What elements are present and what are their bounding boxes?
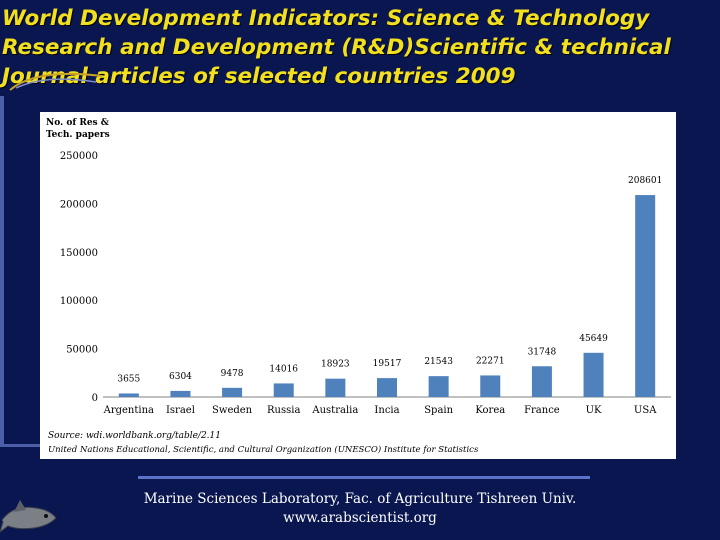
bar — [222, 387, 243, 397]
bar-value-label: 9478 — [221, 369, 244, 379]
bar-value-label: 22271 — [476, 356, 505, 366]
title-accent-icon — [9, 72, 103, 91]
bar — [273, 383, 294, 397]
bar — [170, 390, 191, 397]
bar — [635, 195, 656, 397]
category-label: Argentina — [103, 405, 154, 416]
y-tick-label: 50000 — [66, 345, 98, 356]
y-tick-label: 0 — [92, 393, 98, 404]
y-axis-title-line-1: No. of Res & — [46, 118, 109, 128]
bar — [377, 378, 397, 397]
bar-value-label: 45649 — [579, 334, 608, 344]
footer: Marine Sciences Laboratory, Fac. of Agri… — [0, 490, 720, 528]
bar — [118, 393, 139, 397]
y-tick-label: 200000 — [60, 199, 98, 210]
bar — [531, 366, 552, 397]
side-decor-rule — [0, 444, 40, 447]
slide-title-line-1: World Development Indicators: Science & … — [2, 6, 650, 31]
bar-value-label: 21543 — [424, 357, 453, 367]
y-axis-title-line-2: Tech. papers — [46, 130, 110, 140]
y-tick-label: 150000 — [60, 248, 98, 259]
bar — [325, 378, 346, 397]
slide-title-line-2: Research and Development (R&D)Scientific… — [2, 35, 671, 60]
category-label: Korea — [475, 405, 505, 416]
category-label: Australia — [311, 405, 358, 416]
footer-divider — [138, 476, 590, 479]
slide-title: World Development Indicators: Science & … — [2, 4, 718, 91]
category-label: Israel — [166, 405, 195, 416]
category-label: UK — [586, 405, 602, 416]
bar-value-label: 31748 — [528, 347, 557, 357]
bar-value-label: 6304 — [169, 372, 192, 382]
slide-title-line-3: Journal articles of selected countries 2… — [2, 64, 516, 89]
bar — [428, 376, 449, 397]
category-label: France — [524, 405, 560, 416]
bar-chart: No. of Res & Tech. papers 0 50000 100000 15… — [46, 118, 671, 455]
category-label: Sweden — [212, 405, 253, 416]
category-label: Spain — [424, 405, 453, 416]
bar-value-label: 14016 — [269, 364, 298, 374]
bar-value-label: 19517 — [373, 359, 402, 369]
bar-value-label: 18923 — [321, 360, 350, 370]
bar-value-label: 208601 — [628, 176, 662, 186]
category-label: Russia — [267, 405, 300, 416]
bar-value-label: 3655 — [117, 374, 140, 384]
y-tick-label: 100000 — [60, 296, 98, 307]
bar — [583, 352, 604, 397]
y-tick-label: 250000 — [60, 151, 98, 162]
category-label: USA — [634, 405, 657, 416]
chart-panel: No. of Res & Tech. papers 0 50000 100000 15… — [40, 112, 676, 459]
footer-affiliation: Marine Sciences Laboratory, Fac. of Agri… — [143, 491, 577, 507]
chart-source-line-2: United Nations Educational, Scientific, … — [48, 444, 479, 455]
category-label: Incia — [374, 405, 399, 416]
side-decor-bar — [0, 96, 4, 446]
chart-source-line-1: Source: wdi.worldbank.org/table/2.11 — [48, 431, 221, 441]
footer-website: www.arabscientist.org — [283, 510, 437, 526]
bar — [480, 375, 501, 397]
fish-icon — [0, 500, 57, 533]
